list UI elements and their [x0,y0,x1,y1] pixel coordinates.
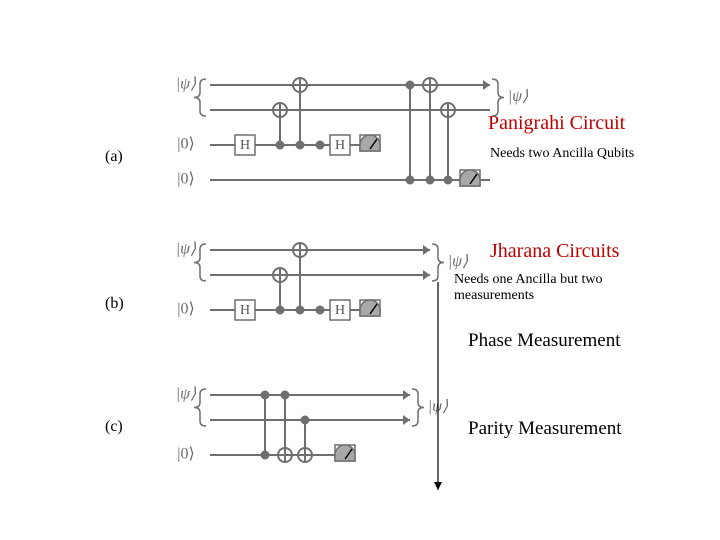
svg-text:H: H [335,138,345,153]
svg-text:|0⟩: |0⟩ [177,446,194,463]
circuits-svg: |ψ⟩|0⟩|0⟩|ψ⟩HH|ψ⟩|0⟩|ψ⟩HH|ψ⟩|0⟩|ψ⟩ [0,0,720,540]
svg-text:|ψ⟩: |ψ⟩ [176,241,197,258]
svg-text:|0⟩: |0⟩ [177,171,194,188]
svg-text:|ψ⟩: |ψ⟩ [508,88,529,105]
svg-text:H: H [240,138,250,153]
svg-text:|ψ⟩: |ψ⟩ [176,76,197,93]
svg-text:|ψ⟩: |ψ⟩ [176,386,197,403]
svg-text:|0⟩: |0⟩ [177,301,194,318]
svg-text:|0⟩: |0⟩ [177,136,194,153]
svg-text:H: H [240,303,250,318]
svg-text:|ψ⟩: |ψ⟩ [448,253,469,270]
svg-text:H: H [335,303,345,318]
